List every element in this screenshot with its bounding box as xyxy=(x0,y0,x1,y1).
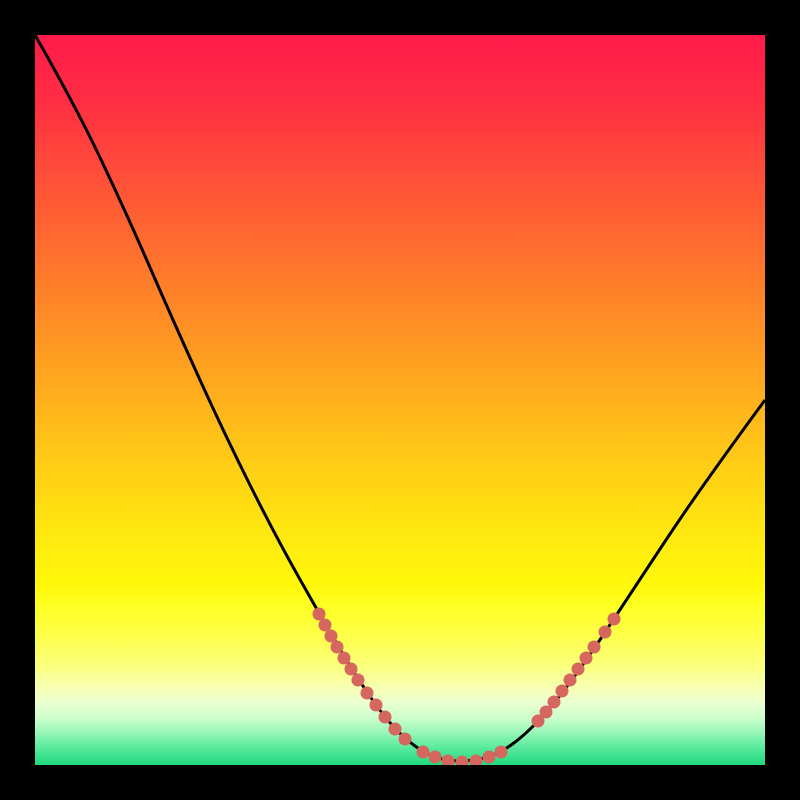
chart-container: TheBottleneck.com xyxy=(0,0,800,800)
watermark-text: TheBottleneck.com xyxy=(574,4,788,32)
gradient-background xyxy=(35,35,765,765)
